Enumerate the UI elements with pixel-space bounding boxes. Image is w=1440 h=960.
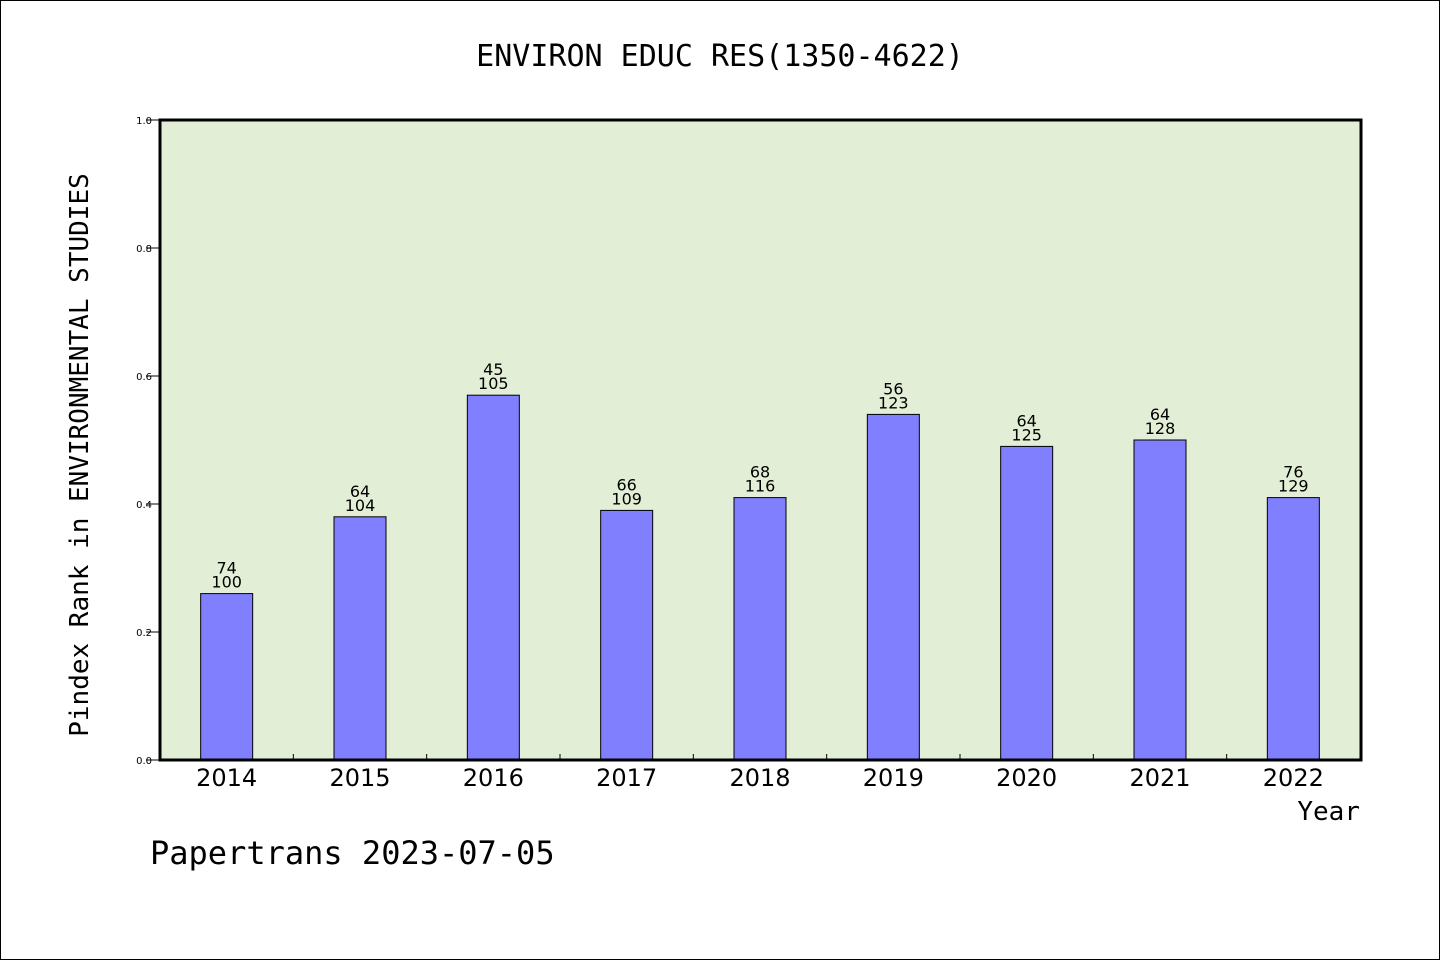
- x-tick-label-2021: 2021: [1129, 764, 1190, 792]
- y-axis: 0.0 0.2 0.4 0.6 0.8 1.0: [136, 116, 160, 767]
- y-tick-label: 0.2: [136, 628, 152, 639]
- bar-label-top-2019: 56: [883, 379, 903, 398]
- bar-2018: [733, 497, 787, 761]
- bar-label-top-2020: 64: [1016, 411, 1036, 430]
- bar-2019: [866, 413, 920, 761]
- x-tick-label-2019: 2019: [863, 764, 924, 792]
- x-tick-label-2015: 2015: [329, 764, 390, 792]
- x-tick-labels: 2014 2015 2016 2017 2018 2019 2020 2021 2022: [196, 764, 1324, 792]
- bar-2021: [1133, 439, 1187, 761]
- x-tick-label-2014: 2014: [196, 764, 257, 792]
- bar-label-bottom-2017: 109: [611, 489, 642, 508]
- bar-2020: [1000, 445, 1054, 761]
- bar-data-labels: 7410064104451056610968116561236412564128…: [211, 360, 1308, 591]
- bar-label-top-2022: 76: [1283, 463, 1303, 482]
- x-tick-label-2018: 2018: [729, 764, 790, 792]
- x-tick-label-2017: 2017: [596, 764, 657, 792]
- y-axis-label: Pindex Rank in ENVIRONMENTAL STUDIES: [65, 173, 95, 737]
- x-axis-label: Year: [1297, 797, 1360, 827]
- bar-label-bottom-2018: 116: [745, 477, 776, 496]
- bar-2015: [333, 516, 387, 761]
- footer-credit: Papertrans 2023-07-05: [150, 834, 555, 872]
- bar-label-bottom-2020: 125: [1011, 425, 1042, 444]
- x-tick-label-2020: 2020: [996, 764, 1057, 792]
- bar-2016: [466, 394, 520, 761]
- y-tick-label: 0.6: [136, 372, 152, 383]
- y-tick-label: 0.8: [136, 244, 152, 255]
- bar-label-top-2021: 64: [1150, 405, 1170, 424]
- chart-title: ENVIRON EDUC RES(1350-4622): [476, 39, 964, 74]
- bar-label-top-2014: 74: [216, 559, 236, 578]
- bar-label-bottom-2014: 100: [211, 573, 242, 592]
- y-tick-label: 0.4: [136, 500, 152, 511]
- y-tick-label: 0.0: [136, 756, 152, 767]
- bar-label-bottom-2021: 128: [1145, 419, 1176, 438]
- bar-label-top-2015: 64: [350, 482, 370, 501]
- bar-label-top-2016: 45: [483, 360, 503, 379]
- bar-label-bottom-2016: 105: [478, 374, 509, 393]
- bar-2022: [1266, 497, 1320, 761]
- bar-label-top-2018: 68: [750, 463, 770, 482]
- bar-label-bottom-2022: 129: [1278, 477, 1309, 496]
- y-tick-label: 1.0: [136, 116, 152, 127]
- bar-label-bottom-2015: 104: [345, 496, 376, 515]
- x-tick-label-2022: 2022: [1263, 764, 1324, 792]
- plot-border: [158, 118, 1363, 762]
- bar-label-bottom-2019: 123: [878, 393, 909, 412]
- bar-series: [200, 394, 1320, 761]
- x-tick-label-2016: 2016: [463, 764, 524, 792]
- bar-2017: [600, 509, 654, 761]
- bar-label-top-2017: 66: [616, 475, 636, 494]
- bar-2014: [200, 593, 254, 761]
